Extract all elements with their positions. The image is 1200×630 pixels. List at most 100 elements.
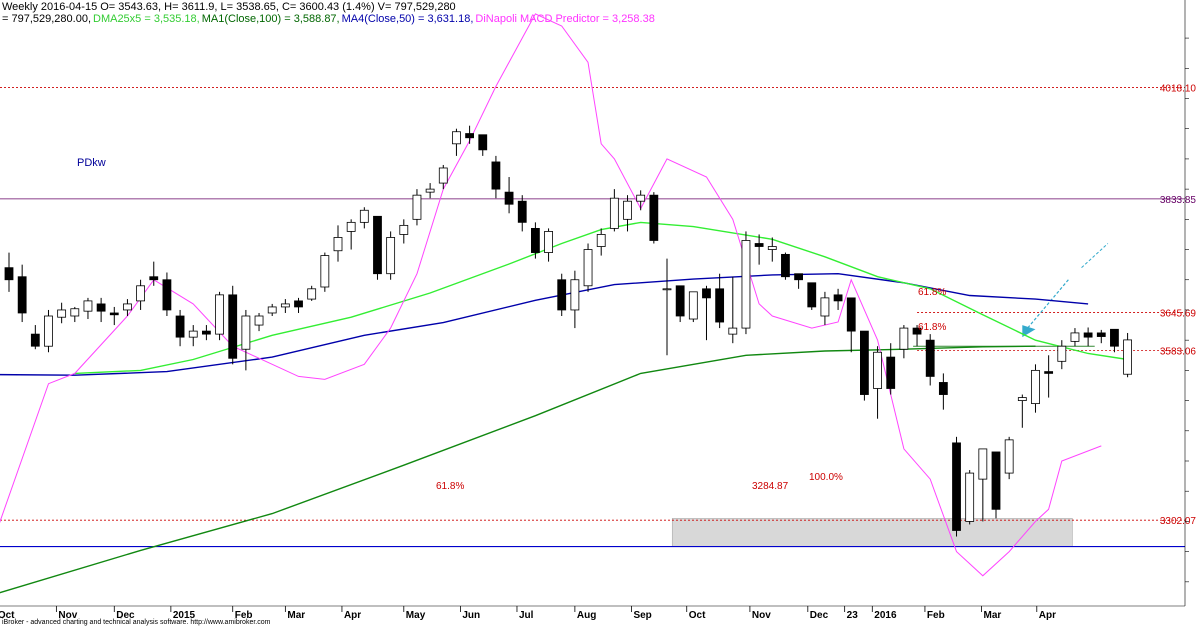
candle-body-32 — [425, 188, 435, 193]
candle-body-71 — [938, 382, 948, 395]
candle-body-13 — [175, 315, 185, 338]
candle-body-18 — [241, 315, 251, 350]
header-indicator-4: DiNapoli MACD Predictor = 3,258.38 — [475, 13, 655, 25]
x-tick-label-1: Nov — [58, 610, 77, 621]
candle-body-74 — [978, 448, 988, 480]
candle-body-66 — [873, 351, 882, 389]
macd-predictor-line — [0, 13, 1102, 577]
candle-body-63 — [833, 294, 843, 302]
candle-body-45 — [596, 234, 606, 247]
candle-body-3 — [44, 315, 53, 347]
fib-618-left-label: 61.8% — [436, 481, 464, 492]
x-tick-label-12: Oct — [689, 610, 706, 621]
candle-body-9 — [123, 303, 132, 311]
candle-body-16 — [215, 294, 224, 335]
candle-body-75 — [991, 451, 1001, 510]
candle-body-35 — [465, 133, 475, 139]
projection-arrow-head — [1022, 325, 1036, 338]
candle-body-20 — [267, 306, 277, 314]
candle-body-58 — [767, 246, 777, 250]
x-tick-label-6: Apr — [344, 610, 361, 621]
candle-body-82 — [1083, 332, 1093, 338]
candle-body-79 — [1044, 371, 1054, 374]
level-3833-label: 3833.85 — [1160, 195, 1197, 206]
candle-body-38 — [504, 191, 514, 205]
chart-header-indicators: = 797,529,280.00, DMA25x5 = 3,535.18, MA1(… — [2, 13, 657, 25]
candle-body-11 — [149, 276, 159, 281]
header-indicator-1: DMA25x5 = 3,535.18, — [93, 13, 200, 25]
candle-body-12 — [162, 279, 172, 311]
candle-body-36 — [478, 134, 488, 151]
level-4018-label: 4018.10 — [1160, 84, 1197, 95]
candle-body-21 — [280, 303, 290, 308]
x-tick-label-4: Feb — [235, 610, 253, 621]
candle-body-37 — [491, 161, 501, 190]
fib-618-upper-label: 61.8% — [918, 287, 946, 298]
candle-body-15 — [201, 330, 211, 335]
candle-body-65 — [860, 330, 869, 395]
candle-body-2 — [30, 333, 40, 347]
level-3645-label: 3645.69 — [1160, 309, 1197, 320]
x-tick-label-7: May — [406, 610, 426, 621]
x-tick-label-0: Oct — [0, 610, 15, 621]
dma-line — [74, 221, 1128, 375]
x-tick-label-17: Feb — [927, 610, 945, 621]
candle-body-76 — [1004, 439, 1014, 474]
candle-body-69 — [912, 327, 922, 335]
projection-arrow-line — [1027, 279, 1069, 329]
candle-body-23 — [307, 288, 317, 300]
x-tick-label-5: Mar — [287, 610, 305, 621]
candle-body-52 — [688, 291, 698, 320]
candle-body-60 — [794, 273, 803, 281]
candle-body-0 — [4, 267, 14, 281]
candle-body-39 — [517, 200, 527, 223]
candle-body-48 — [636, 194, 646, 202]
candle-body-5 — [70, 308, 80, 317]
candle-body-8 — [109, 312, 119, 316]
header-indicator-3: MA4(Close,50) = 3,631.18, — [341, 13, 474, 25]
x-tick-label-13: Nov — [752, 610, 771, 621]
candle-body-31 — [412, 194, 422, 220]
candle-body-4 — [57, 309, 67, 318]
candle-body-85 — [1123, 339, 1132, 375]
candle-body-81 — [1070, 332, 1080, 342]
ma50-line — [0, 272, 1089, 376]
x-tick-label-10: Aug — [577, 610, 596, 621]
candle-body-10 — [136, 285, 146, 302]
level-3302-label: 3302.07 — [1160, 516, 1197, 527]
candle-body-72 — [952, 442, 961, 531]
footer-credit: iBroker - advanced charting and technica… — [2, 619, 271, 626]
candle-body-27 — [359, 209, 369, 223]
candle-body-53 — [702, 288, 711, 299]
candle-body-55 — [728, 327, 738, 335]
candle-body-51 — [675, 285, 685, 317]
x-tick-label-3: 2015 — [173, 610, 196, 621]
projection-arrow-extension — [1081, 243, 1109, 269]
candle-body-25 — [333, 237, 343, 252]
candle-body-49 — [649, 194, 659, 241]
x-tick-label-8: Jun — [462, 610, 480, 621]
candle-body-77 — [1017, 397, 1027, 401]
candle-body-78 — [1031, 369, 1040, 405]
candle-body-19 — [254, 315, 264, 326]
header-indicator-2: MA1(Close,100) = 3,588.87, — [201, 13, 340, 25]
x-tick-label-16: 2016 — [874, 610, 897, 621]
candle-body-14 — [188, 330, 198, 338]
candle-body-26 — [346, 221, 356, 232]
candle-body-47 — [623, 200, 632, 220]
candle-body-17 — [228, 294, 238, 359]
candle-body-6 — [83, 300, 93, 312]
x-tick-label-9: Jul — [519, 610, 534, 621]
candle-body-43 — [570, 279, 580, 311]
candle-body-73 — [965, 472, 975, 522]
candle-body-54 — [715, 288, 725, 323]
candle-body-64 — [846, 297, 856, 332]
header-indicator-0: = 797,529,280.00, — [2, 13, 91, 25]
pdkw-label: PDkw — [77, 157, 106, 169]
x-tick-label-15: 23 — [847, 610, 859, 621]
candle-body-33 — [438, 167, 448, 184]
fib-target-box — [671, 518, 1073, 547]
candle-body-22 — [294, 300, 303, 308]
candle-body-84 — [1110, 328, 1119, 347]
